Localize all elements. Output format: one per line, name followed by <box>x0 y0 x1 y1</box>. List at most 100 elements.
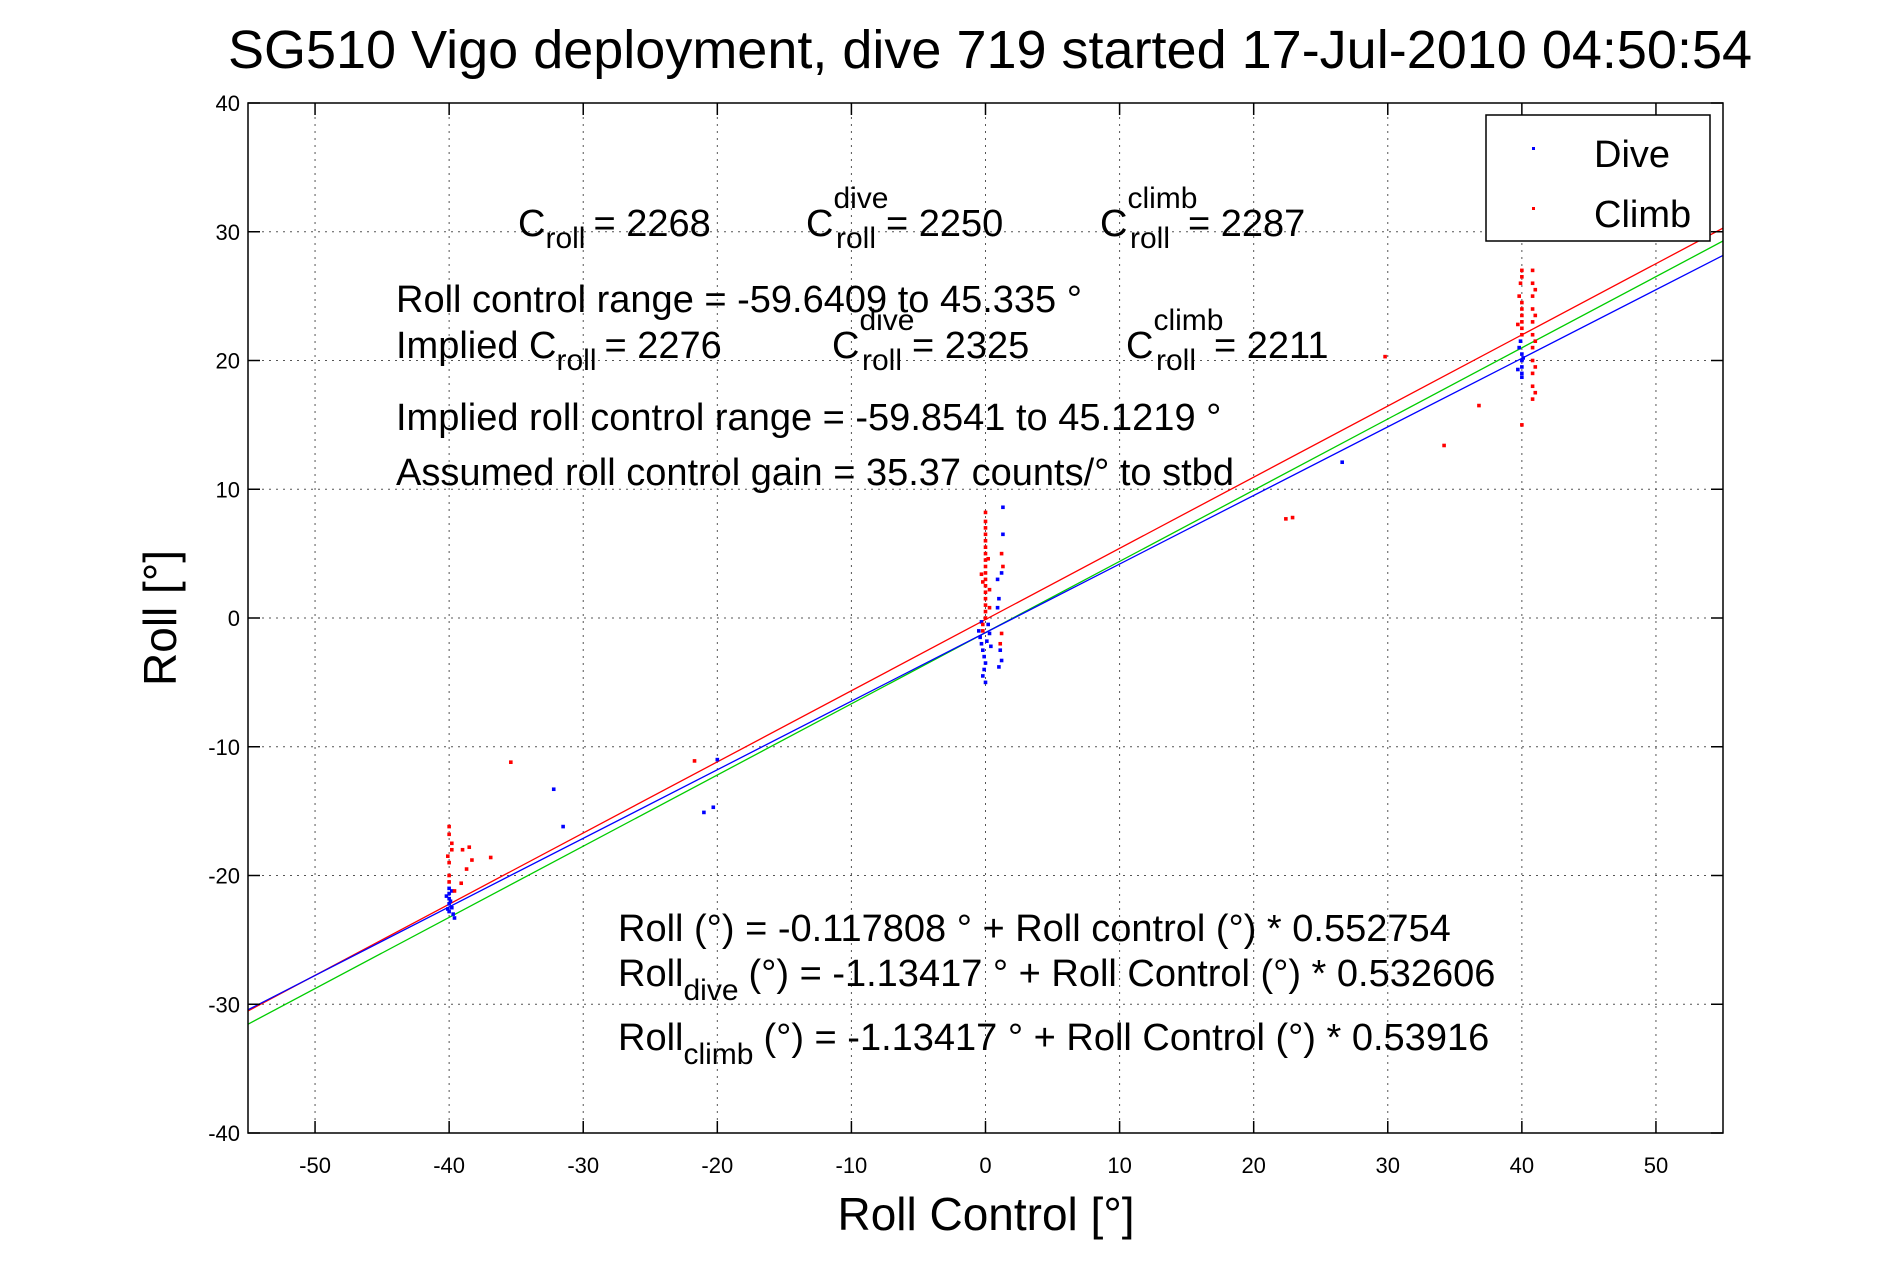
data-point <box>451 912 455 916</box>
data-point <box>983 603 988 607</box>
data-point <box>983 558 988 562</box>
data-point <box>983 577 988 582</box>
data-point <box>1520 352 1524 356</box>
annotation-eq1: Roll (°) = -0.117808 ° + Roll control (°… <box>618 908 1451 950</box>
x-tick-label: 40 <box>1510 1153 1534 1178</box>
data-point <box>1533 390 1538 395</box>
data-point <box>1530 320 1535 324</box>
data-point <box>983 596 988 601</box>
data-point <box>459 881 464 886</box>
fit-line <box>248 254 1723 1011</box>
annotation-croll-climb: Cclimb roll = 2287 <box>1100 182 1305 255</box>
data-point <box>464 867 469 871</box>
y-tick-label: 0 <box>228 606 240 631</box>
data-point <box>1533 287 1538 292</box>
x-tick-label: 30 <box>1376 1153 1400 1178</box>
annotation-gain: Assumed roll control gain = 35.37 counts… <box>396 452 1234 494</box>
data-point <box>983 616 988 620</box>
y-tick-label: 40 <box>216 91 240 116</box>
data-point <box>452 916 457 920</box>
y-tick-label: 30 <box>216 220 240 245</box>
data-point <box>1516 322 1520 327</box>
data-point <box>986 556 990 561</box>
data-point <box>1477 403 1481 408</box>
data-point <box>979 572 984 577</box>
data-point <box>1533 313 1538 318</box>
data-point <box>997 596 1001 601</box>
data-point <box>460 847 465 852</box>
data-point <box>447 880 451 884</box>
data-point <box>983 609 988 614</box>
data-point <box>1520 365 1524 369</box>
data-point <box>1383 354 1387 359</box>
data-point <box>1520 326 1524 331</box>
data-point <box>1340 460 1344 465</box>
data-point <box>1530 397 1535 401</box>
annotation-eq3: Rollclimb (°) = -1.13417 ° + Roll Control… <box>618 1017 1489 1071</box>
chart-title: SG510 Vigo deployment, dive 719 started … <box>228 20 1752 80</box>
data-point <box>995 577 1000 582</box>
data-point <box>1001 564 1005 569</box>
data-point <box>983 526 988 530</box>
data-point <box>1518 339 1523 343</box>
y-axis-label: Roll [°] <box>134 550 186 686</box>
legend-label-climb: Climb <box>1594 194 1691 236</box>
data-point <box>447 832 451 837</box>
data-point <box>976 629 981 633</box>
data-point <box>987 587 992 592</box>
x-tick-label: 0 <box>979 1153 991 1178</box>
data-point <box>1517 345 1521 350</box>
data-point <box>987 631 992 636</box>
y-tick-label: -30 <box>208 992 240 1017</box>
data-point <box>1520 307 1524 311</box>
data-point <box>985 639 989 643</box>
data-point <box>981 648 985 652</box>
annotation-range: Roll control range = -59.6409 to 45.335 … <box>396 279 1082 321</box>
legend: Dive Climb <box>1485 114 1711 242</box>
data-point <box>995 605 1000 610</box>
data-point <box>447 902 451 906</box>
data-point <box>1530 294 1535 298</box>
series-climb <box>445 268 1538 893</box>
data-point <box>1530 358 1535 363</box>
data-point <box>1517 294 1521 298</box>
data-point <box>1530 268 1535 273</box>
x-tick-label: -30 <box>567 1153 599 1178</box>
data-point <box>1290 515 1295 520</box>
data-point <box>450 841 454 846</box>
data-point <box>447 909 451 914</box>
data-point <box>1520 423 1524 427</box>
series-dive <box>444 339 1526 920</box>
y-tick-label: 20 <box>216 349 240 374</box>
legend-box <box>1485 114 1711 242</box>
data-point <box>447 824 451 829</box>
data-point <box>1530 371 1535 376</box>
data-point <box>1533 365 1538 369</box>
x-tick-label: 10 <box>1107 1153 1131 1178</box>
data-point <box>447 896 451 901</box>
data-points <box>444 268 1538 920</box>
data-point <box>983 519 988 524</box>
data-point <box>998 648 1003 652</box>
data-point <box>999 571 1004 575</box>
data-point <box>447 886 451 891</box>
data-point <box>997 665 1001 669</box>
annotation-eq2: Rolldive (°) = -1.13417 ° + Roll Control … <box>618 953 1495 1007</box>
data-point <box>715 757 720 762</box>
data-point <box>1530 332 1535 337</box>
data-point <box>509 760 513 764</box>
legend-marker-dive <box>1532 147 1535 150</box>
x-tick-label: 20 <box>1241 1153 1265 1178</box>
x-axis-label: Roll Control [°] <box>837 1188 1134 1240</box>
data-point <box>1001 505 1005 510</box>
data-point <box>987 605 992 610</box>
annotation-implied-croll: Implied Croll = 2276 <box>396 325 722 377</box>
y-tick-label: -40 <box>208 1121 240 1146</box>
data-point <box>1516 367 1520 372</box>
data-point <box>450 905 454 910</box>
data-point <box>1284 517 1288 521</box>
annotations: Croll = 2268 Cdive roll = 2250 Cclimb roll = … <box>396 182 1495 1071</box>
data-point <box>983 680 988 685</box>
data-point <box>999 551 1004 556</box>
data-point <box>488 855 493 860</box>
